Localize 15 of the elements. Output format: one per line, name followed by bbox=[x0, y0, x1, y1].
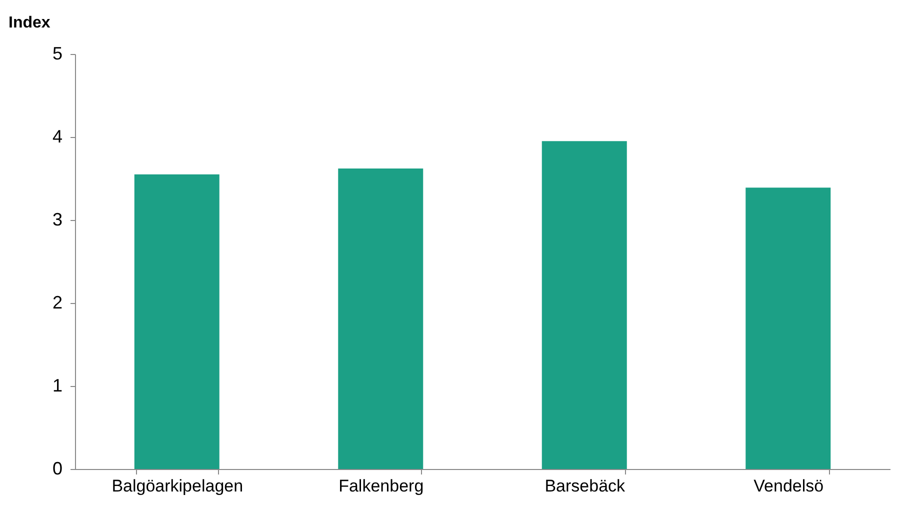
bar bbox=[134, 174, 220, 469]
bar bbox=[746, 188, 831, 469]
y-tick-label: 2 bbox=[52, 292, 62, 312]
y-tick-label: 1 bbox=[52, 376, 62, 396]
bar bbox=[542, 141, 627, 469]
x-tick-label: Vendelsö bbox=[754, 476, 824, 496]
bar bbox=[338, 168, 424, 469]
y-tick-label: 3 bbox=[52, 210, 62, 230]
x-tick-label: Falkenberg bbox=[338, 476, 424, 496]
x-tick-label: Barsebäck bbox=[544, 476, 626, 496]
x-tick-label: Balgöarkipelagen bbox=[112, 476, 244, 496]
y-axis-title: Index bbox=[8, 14, 50, 32]
y-tick-label: 4 bbox=[52, 126, 62, 146]
y-tick-label: 0 bbox=[52, 458, 62, 478]
y-tick-label: 5 bbox=[52, 44, 62, 64]
